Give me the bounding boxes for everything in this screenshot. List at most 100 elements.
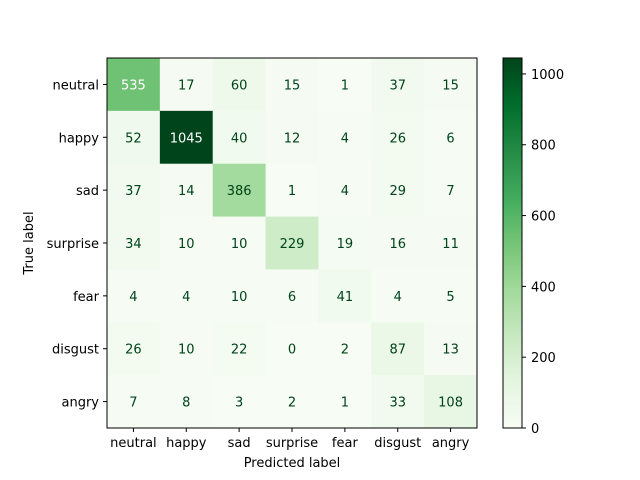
cell-value-label: 1 [341,78,349,93]
cell-value-label: 60 [231,78,248,93]
heatmap-cell [318,216,372,270]
heatmap-cell [212,110,267,165]
heatmap-cell [265,322,319,376]
heatmap-cell [424,110,478,165]
colorbar-tick-label: 800 [531,139,556,154]
x-tick-label: angry [432,436,470,451]
y-tick-label: sad [76,184,99,199]
cell-value-label: 3 [235,396,243,411]
heatmap-cell [371,163,425,218]
x-tick-label: disgust [374,436,421,451]
heatmap-cell [107,269,161,323]
heatmap-cell [159,269,214,323]
cell-value-label: 40 [231,131,248,146]
x-tick-label: fear [332,436,359,451]
heatmap-cell [159,322,214,376]
cell-value-label: 10 [231,237,248,252]
colorbar [502,57,523,429]
colorbar-tick-label: 0 [531,422,539,437]
heatmap-cell [424,375,478,429]
heatmap-cell [424,216,478,270]
cell-value-label: 4 [341,184,349,199]
heatmap-cell [424,163,478,218]
cell-value-label: 386 [227,184,252,199]
cell-value-label: 10 [178,237,195,252]
heatmap-cell [318,322,372,376]
cell-value-label: 34 [125,237,142,252]
cell-value-label: 52 [125,131,142,146]
heatmap-cell [107,110,161,165]
cell-value-label: 10 [178,343,195,358]
cell-value-label: 1 [341,396,349,411]
heatmap-cell [265,269,319,323]
heatmap-cell [318,269,372,323]
heatmap-cell [371,322,425,376]
y-tick-label: happy [59,131,100,146]
cell-value-label: 4 [394,290,402,305]
heatmap-cell [107,322,161,376]
cell-value-label: 37 [389,78,406,93]
cell-value-label: 15 [442,78,459,93]
heatmap-cell [212,322,267,376]
heatmap-cell [107,216,161,270]
y-tick-label: angry [62,396,100,411]
cell-value-label: 26 [389,131,406,146]
x-tick-label: sad [228,436,251,451]
cell-value-label: 19 [337,237,354,252]
cell-value-label: 12 [284,131,301,146]
heatmap-cell [371,110,425,165]
cell-value-label: 16 [389,237,406,252]
heatmap-cell [107,375,161,429]
heatmap-cell [212,375,267,429]
colorbar-tick-label: 600 [531,210,556,225]
heatmap-cell [371,375,425,429]
cell-value-label: 41 [337,290,354,305]
cell-value-label: 87 [389,343,406,358]
y-tick-label: surprise [47,237,99,252]
heatmap-cell [107,58,161,112]
cell-value-label: 2 [341,343,349,358]
heatmap-cell [212,269,267,323]
cell-value-label: 22 [231,343,248,358]
heatmap-cell [159,110,214,165]
heatmap-cell [265,375,319,429]
cell-value-label: 37 [125,184,142,199]
cell-value-label: 108 [438,396,463,411]
cell-value-label: 17 [178,78,195,93]
cell-value-label: 5 [446,290,454,305]
cell-value-label: 2 [288,396,296,411]
x-axis-ticks: neutral happy sad surprise fear disgust angry [110,428,470,451]
heatmap-cell [212,58,267,112]
heatmap-cell [318,110,372,165]
heatmap-cell [318,58,372,112]
colorbar-tick-label: 200 [531,351,556,366]
x-tick-label: surprise [266,436,318,451]
cell-value-label: 6 [288,290,296,305]
x-axis-label: Predicted label [244,456,341,471]
heatmap-cell [318,163,372,218]
colorbar-tick-label: 400 [531,280,556,295]
cell-value-label: 33 [389,396,406,411]
cell-value-label: 229 [280,237,305,252]
heatmap-cell [424,269,478,323]
heatmap-cell [159,58,214,112]
heatmap-cell [265,58,319,112]
cell-value-label: 29 [389,184,406,199]
y-tick-label: fear [73,290,100,305]
heatmap-cell [265,216,319,270]
heatmap-cell [159,375,214,429]
heatmap-cell [424,58,478,112]
colorbar-tick-label: 1000 [531,68,564,83]
cell-value-label: 11 [442,237,459,252]
heatmap-cell [159,216,214,270]
cell-value-label: 13 [442,343,459,358]
x-tick-label: happy [166,436,207,451]
heatmap-cell [424,322,478,376]
y-tick-label: neutral [53,78,100,93]
cell-value-label: 535 [121,78,146,93]
cell-value-label: 26 [125,343,142,358]
heatmap-cell [371,216,425,270]
heatmap-cell [159,163,214,218]
